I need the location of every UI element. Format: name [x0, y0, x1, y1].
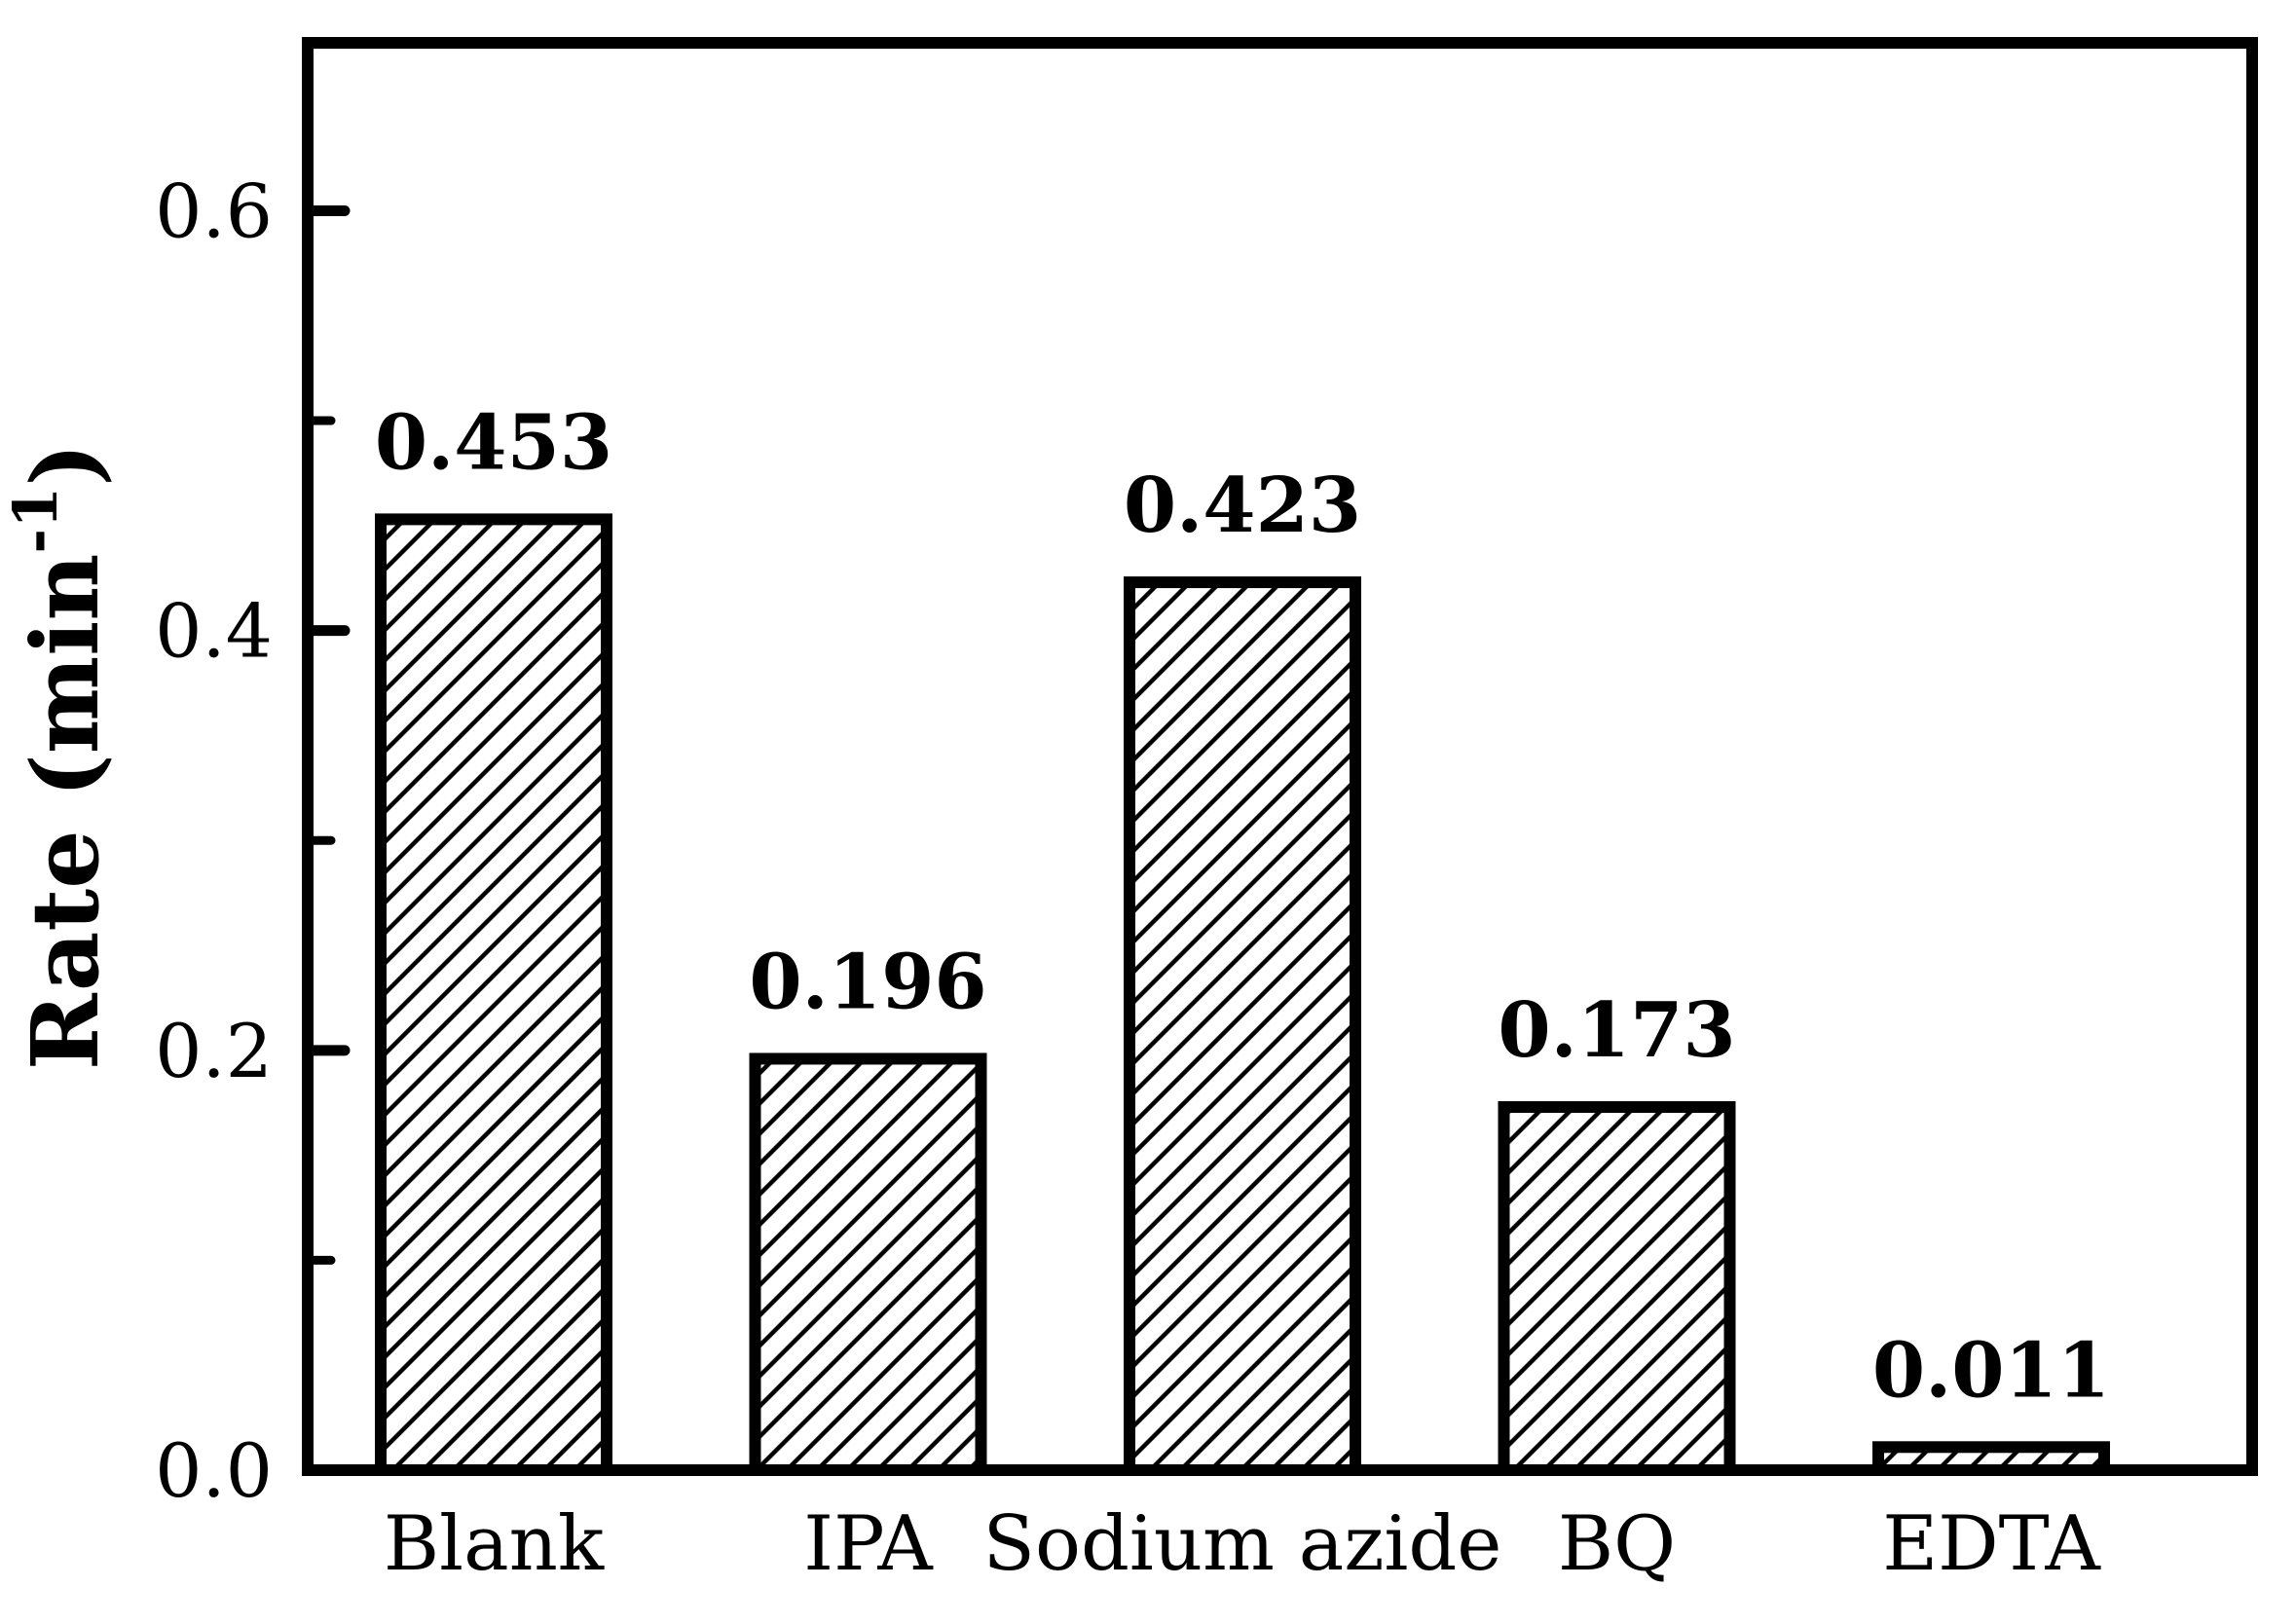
plot-frame	[302, 37, 2258, 1476]
bars-group	[375, 513, 2110, 1476]
bar-bq	[1498, 1101, 1736, 1476]
bar-value-label: 0.423	[1124, 461, 1361, 550]
bar-ipa	[749, 1052, 987, 1476]
bar-value-label: 0.011	[1872, 1326, 2110, 1415]
y-tick-label: 0.0	[155, 1427, 273, 1514]
bar-value-label: 0.453	[375, 398, 612, 487]
x-category-label: IPA	[803, 1500, 934, 1588]
y-tick-label: 0.6	[155, 167, 273, 254]
y-tick-label: 0.2	[155, 1008, 273, 1094]
bar-value-label: 0.173	[1498, 986, 1735, 1075]
x-category-label: Sodium azide	[983, 1500, 1502, 1588]
bar-value-label: 0.196	[749, 938, 986, 1026]
x-category-label: Blank	[384, 1500, 605, 1588]
bar-value-labels: 0.453 0.196 0.423 0.173 0.011	[375, 398, 2110, 1415]
x-category-label: EDTA	[1882, 1500, 2101, 1588]
x-category-label: BQ	[1558, 1500, 1676, 1588]
bar-sodium-azide	[1124, 576, 1361, 1476]
x-category-labels: Blank IPA Sodium azide BQ EDTA	[384, 1500, 2102, 1588]
y-tick-labels: 0.0 0.2 0.4 0.6	[155, 167, 273, 1514]
bar-blank	[375, 513, 612, 1476]
y-axis-title: Rate (min-1)	[0, 443, 120, 1071]
y-tick-label: 0.4	[155, 588, 273, 675]
